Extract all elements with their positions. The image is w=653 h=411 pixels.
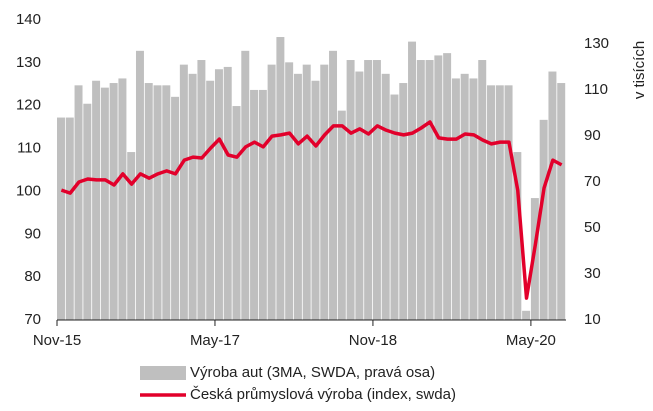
- bar: [302, 64, 311, 321]
- bar: [144, 83, 153, 321]
- y2-tick-label: 110: [584, 81, 608, 98]
- bar: [109, 83, 118, 321]
- bar: [320, 64, 329, 321]
- y-tick-label: 140: [16, 11, 41, 28]
- y2-tick-label: 30: [584, 265, 601, 282]
- bar: [504, 85, 513, 320]
- bar: [241, 50, 250, 321]
- line: [60, 120, 563, 300]
- bar: [495, 85, 504, 320]
- y2-tick-label: 50: [584, 219, 601, 236]
- legend-label: Česká průmyslová výroba (index, swda): [190, 386, 456, 403]
- legend-label: Výroba aut (3MA, SWDA, pravá osa): [190, 364, 435, 381]
- bar: [530, 198, 539, 320]
- bar: [293, 73, 302, 321]
- bar: [214, 69, 223, 321]
- x-tick-label: Nov-15: [33, 332, 81, 349]
- bar: [390, 94, 399, 320]
- bar: [188, 73, 197, 321]
- bar: [522, 310, 531, 320]
- bar: [285, 62, 294, 320]
- y2-axis-label: v tisících: [631, 41, 648, 99]
- bar: [179, 64, 188, 321]
- bar: [346, 60, 355, 321]
- bar: [337, 110, 346, 321]
- y2-tick-label: 70: [584, 173, 601, 190]
- bar: [548, 71, 557, 320]
- bar: [451, 78, 460, 321]
- bar: [92, 80, 101, 320]
- bar: [329, 50, 338, 321]
- bar: [258, 89, 267, 320]
- bar: [364, 60, 373, 321]
- bar: [197, 60, 206, 321]
- bar: [539, 119, 548, 321]
- bar: [162, 85, 171, 320]
- bar: [83, 103, 92, 320]
- bar: [74, 85, 83, 320]
- x-tick-label: May-17: [190, 332, 240, 349]
- bar: [416, 60, 425, 321]
- y2-tick-label: 90: [584, 127, 601, 144]
- bar: [408, 41, 417, 321]
- bar: [478, 60, 487, 321]
- y-tick-label: 70: [24, 311, 41, 328]
- bar: [223, 66, 232, 320]
- bar: [267, 64, 276, 321]
- y-tick-label: 90: [24, 225, 41, 242]
- bar: [434, 55, 443, 321]
- bar: [469, 78, 478, 321]
- bar: [311, 80, 320, 320]
- legend-swatch: [140, 366, 186, 380]
- bar: [425, 60, 434, 321]
- bar: [372, 60, 381, 321]
- bar: [206, 80, 215, 320]
- y-tick-label: 80: [24, 268, 41, 285]
- y-tick-label: 100: [16, 182, 41, 199]
- bar: [100, 87, 109, 321]
- x-tick-label: Nov-18: [349, 332, 397, 349]
- bar: [513, 152, 522, 320]
- y2-tick-label: 130: [584, 35, 609, 52]
- bar: [355, 71, 364, 320]
- bar: [399, 83, 408, 321]
- bar: [153, 85, 162, 320]
- bar: [171, 96, 180, 321]
- bar: [557, 83, 566, 321]
- bar: [250, 89, 259, 320]
- bar: [487, 85, 495, 320]
- bar: [460, 73, 469, 321]
- bar: [381, 73, 390, 321]
- y-tick-label: 120: [16, 97, 41, 114]
- y2-tick-label: 10: [584, 311, 601, 328]
- bar: [276, 37, 285, 321]
- bar: [118, 78, 127, 321]
- y-tick-label: 110: [17, 140, 41, 157]
- bar: [135, 50, 144, 321]
- bar: [57, 117, 65, 320]
- bar: [443, 53, 452, 320]
- x-tick-label: May-20: [506, 332, 556, 349]
- y-tick-label: 130: [16, 54, 41, 71]
- bar: [127, 152, 136, 320]
- bar: [65, 117, 74, 320]
- bar: [232, 106, 241, 321]
